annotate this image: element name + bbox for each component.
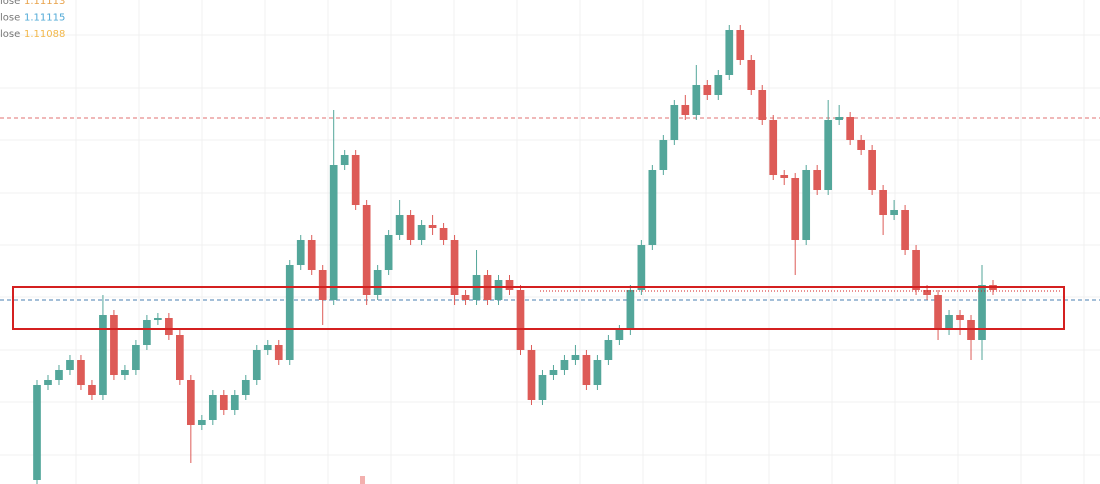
candle-body [428, 225, 437, 228]
candle-body [604, 340, 613, 360]
candle-body [219, 395, 228, 410]
candle-body [802, 170, 811, 240]
candle-body [692, 85, 701, 115]
legend-value: 1.11113 [24, 0, 65, 7]
legend-value: 1.11088 [24, 29, 65, 40]
candle-body [329, 165, 338, 300]
candle-body [252, 350, 261, 380]
candle-body [55, 370, 63, 380]
candle-body [879, 190, 887, 215]
marker [360, 476, 365, 484]
candle-body [143, 320, 151, 345]
candle-body [846, 117, 854, 140]
candle-body [659, 140, 668, 170]
candle-body [912, 250, 920, 290]
candle-body [66, 360, 74, 370]
candle-body [593, 360, 602, 385]
candle-body [747, 60, 756, 90]
candle-body [945, 315, 953, 330]
candle-body [450, 240, 459, 295]
candle-body [890, 210, 898, 215]
candle-body [494, 280, 503, 300]
candle-body [373, 270, 382, 295]
candle-body [285, 265, 294, 360]
candle-body [351, 155, 360, 205]
candle-body [362, 205, 371, 295]
candle-body [208, 395, 217, 420]
candle-body [901, 210, 909, 250]
candle-body [230, 395, 239, 410]
candle-body [527, 350, 536, 400]
candle-body [165, 318, 173, 335]
candle-body [791, 178, 800, 240]
candle-body [99, 315, 107, 395]
candle-body [725, 30, 734, 75]
legend: lose 1.11113 lose 1.11115 lose 1.11088 [0, 0, 65, 40]
candle-body [714, 75, 723, 95]
candle-body [780, 175, 789, 178]
candle-body [318, 270, 327, 300]
candle-body [758, 90, 767, 120]
legend-label: lose [0, 13, 20, 24]
candle-body [176, 335, 184, 380]
plot [0, 25, 1100, 484]
candle-body [461, 295, 470, 300]
candle-body [263, 345, 272, 350]
candle-body [274, 345, 283, 360]
candle-body [769, 120, 778, 175]
candle-body [384, 235, 393, 270]
candle-body [824, 120, 833, 190]
candle-body [121, 370, 129, 375]
candle-body [340, 155, 349, 165]
candle-body [934, 295, 942, 330]
candle-body [186, 380, 195, 425]
candle-body [681, 105, 690, 115]
candle-body [813, 170, 822, 190]
candle-body [923, 290, 931, 295]
candle-body [582, 355, 591, 385]
candle-body [978, 285, 986, 340]
legend-label: lose [0, 0, 20, 7]
candle-body [439, 228, 448, 240]
candle-body [505, 280, 514, 290]
candle-body [835, 117, 844, 120]
candle-body [110, 315, 118, 375]
legend-label: lose [0, 29, 20, 40]
candle-body [77, 360, 85, 385]
candle-body [154, 318, 162, 320]
candle-body [241, 380, 250, 395]
candle-body [571, 355, 580, 360]
candle-body [626, 290, 635, 330]
candle-body [516, 290, 525, 350]
candle-body [307, 240, 316, 270]
candle-body [296, 240, 305, 265]
candle-body [615, 330, 624, 340]
candle-body [549, 370, 558, 375]
candle-body [956, 315, 964, 320]
candle-body [406, 215, 415, 240]
candle-body [560, 360, 569, 370]
candle-body [857, 140, 865, 150]
legend-value: 1.11115 [24, 13, 65, 24]
candle-body [868, 150, 876, 190]
candle-body [736, 30, 745, 60]
candle-body [197, 420, 206, 425]
highlight-box [12, 286, 1065, 330]
candle-body [648, 170, 657, 245]
candle-body [538, 375, 547, 400]
candle-body [670, 105, 679, 140]
candle-body [703, 85, 712, 95]
candle-body [33, 385, 41, 480]
candle-body [88, 385, 96, 395]
candle-body [132, 345, 140, 370]
candle-body [395, 215, 404, 235]
candle-body [44, 380, 52, 385]
candle-body [417, 225, 426, 240]
candle-body [637, 245, 646, 290]
